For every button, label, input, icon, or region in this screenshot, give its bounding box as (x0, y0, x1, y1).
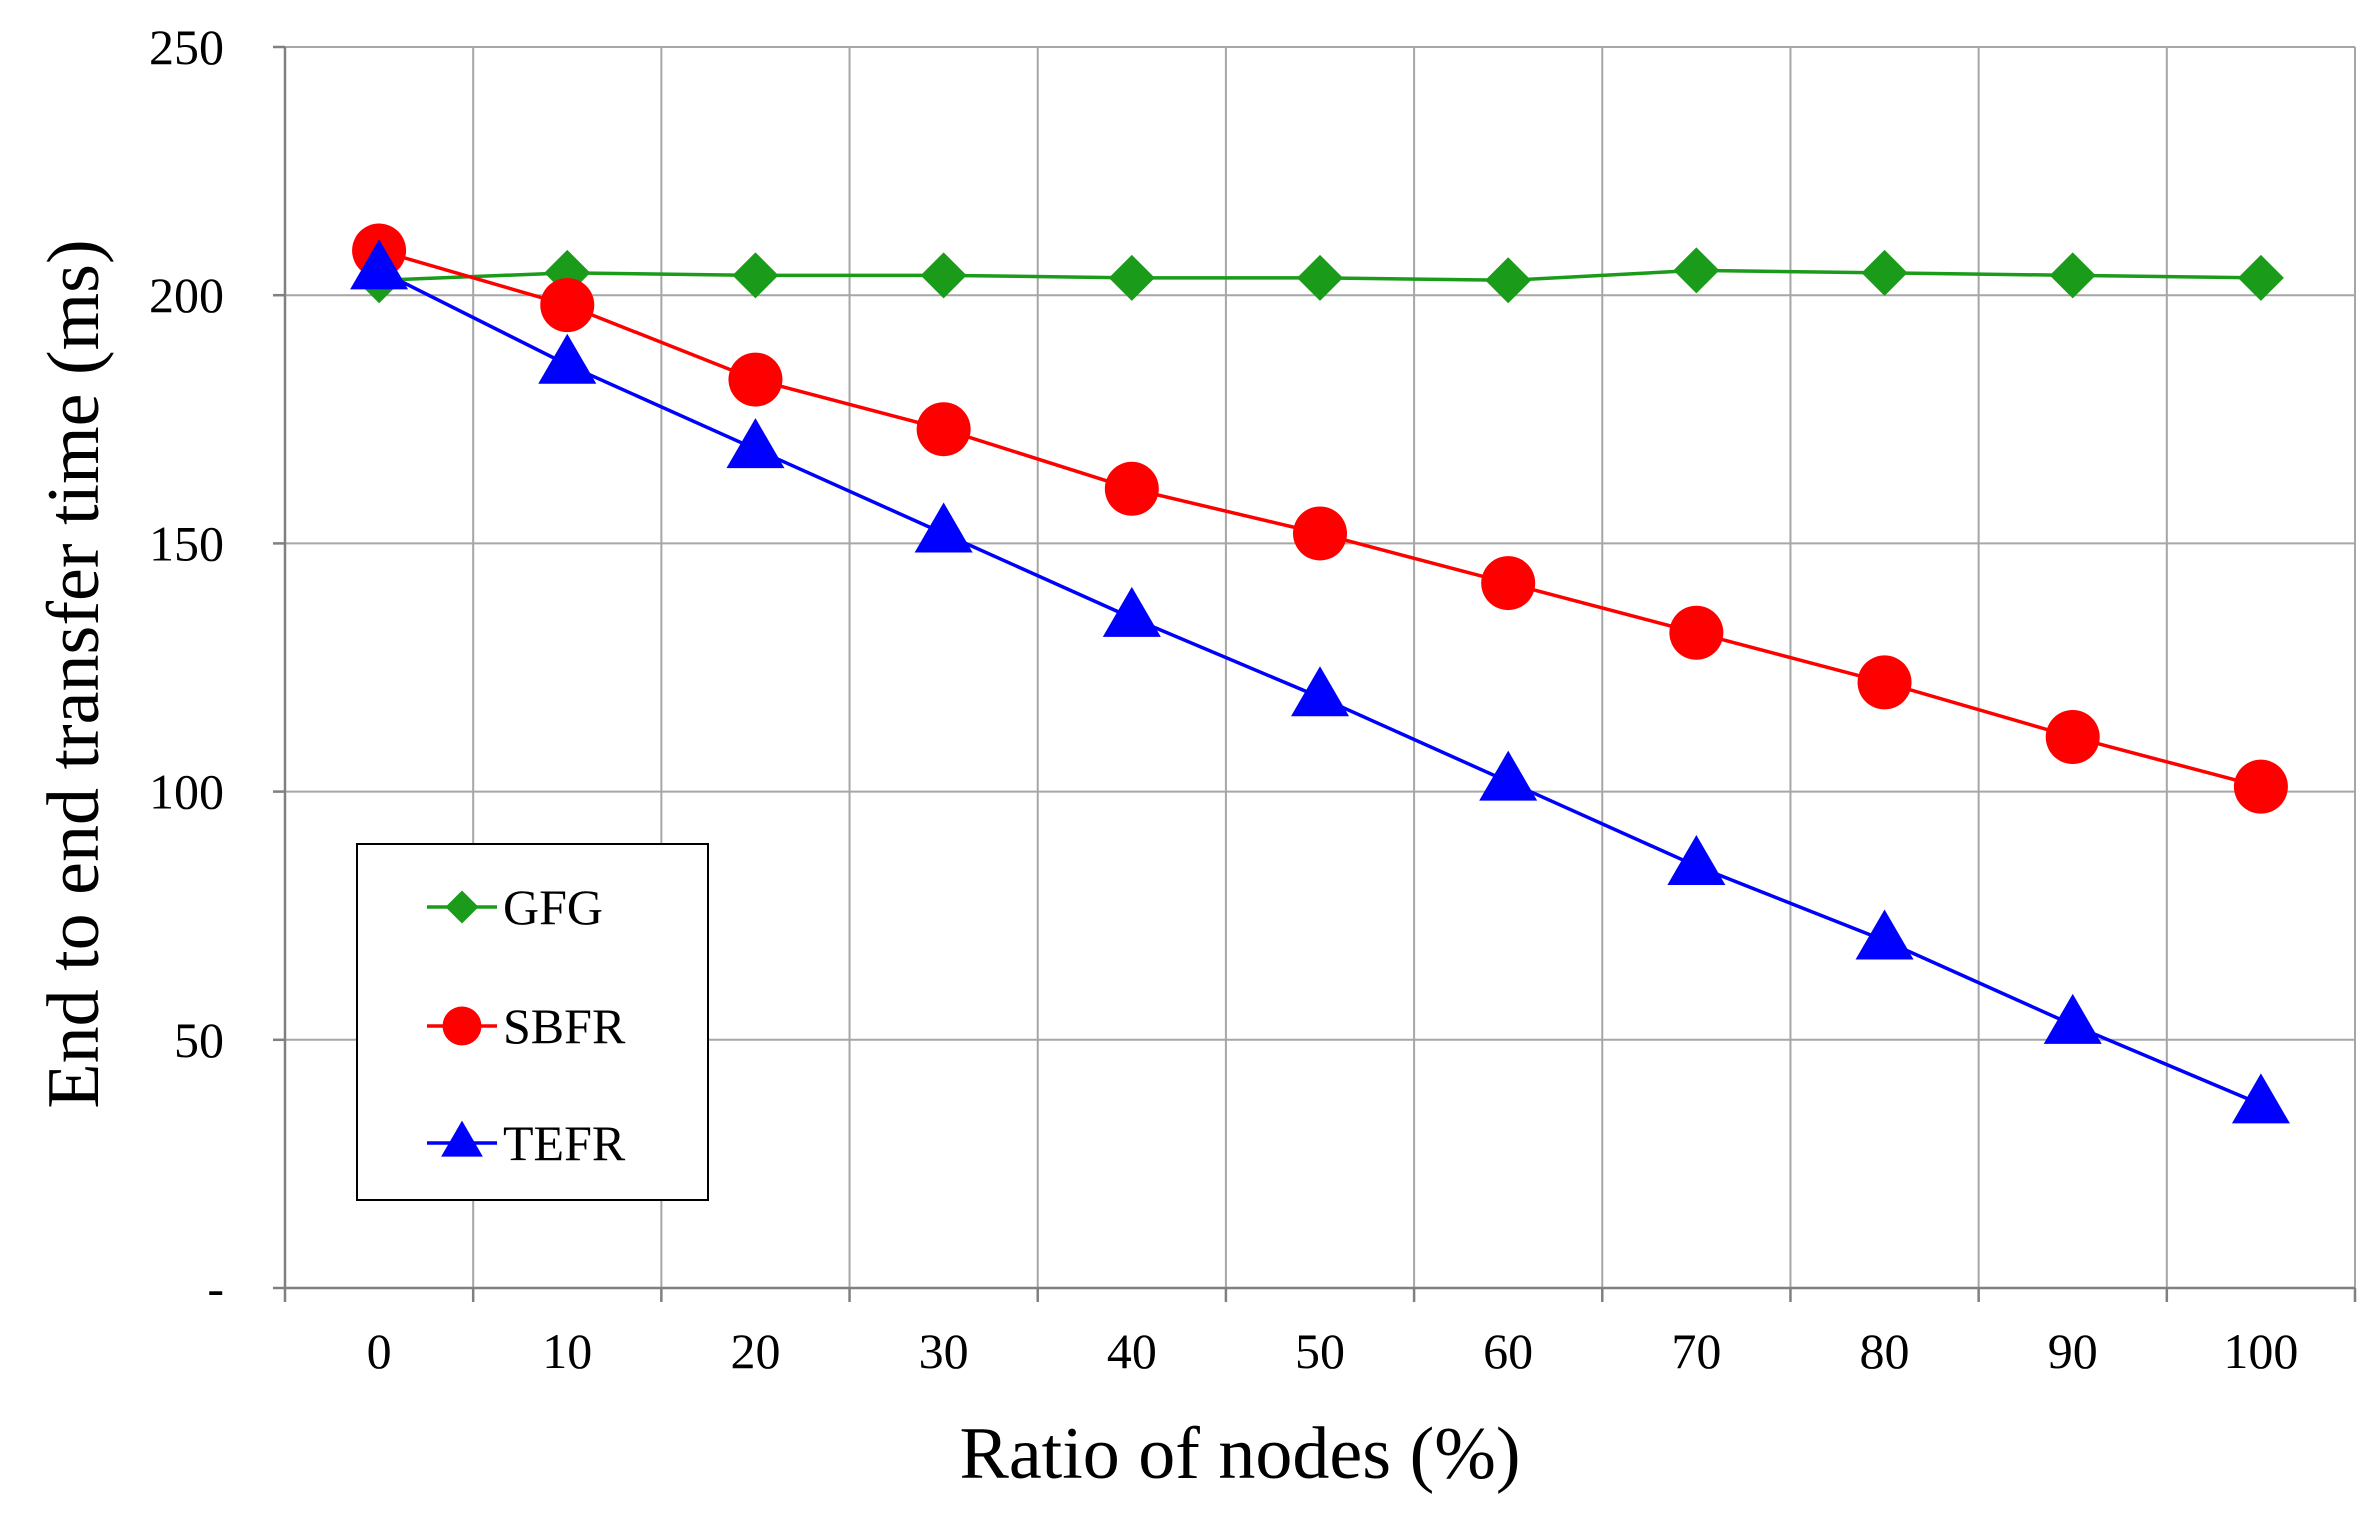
x-tick-label: 70 (1671, 1323, 1721, 1379)
data-point-circle (1481, 556, 1536, 611)
data-point-triangle (1479, 750, 1538, 801)
data-point-circle (1104, 461, 1159, 516)
tick-labels: - 50 100 150 200 250 0 10 20 30 40 50 60 70 80 90 100 (149, 19, 2298, 1379)
data-point-diamond (445, 890, 479, 924)
x-tick-label: 30 (919, 1323, 969, 1379)
x-tick-label: 0 (367, 1323, 392, 1379)
legend-item-sbfr: SBFR (427, 998, 626, 1054)
y-axis-title: End to end transfer time (ms) (33, 239, 115, 1108)
data-point-diamond (1861, 249, 1908, 296)
data-point-triangle (1855, 909, 1914, 960)
data-point-triangle (2231, 1073, 2290, 1124)
data-point-circle (1669, 605, 1724, 660)
y-tick-label: 100 (149, 764, 224, 820)
data-point-circle (1857, 655, 1912, 710)
data-point-circle (442, 1006, 482, 1046)
data-point-triangle (1291, 666, 1349, 717)
data-point-triangle (1102, 586, 1161, 637)
data-point-triangle (1667, 835, 1726, 886)
legend-items: GFG SBFR TEFR (427, 879, 626, 1171)
data-point-triangle (441, 1120, 483, 1157)
data-point-circle (2045, 709, 2100, 764)
series-sbfr (352, 223, 2288, 814)
x-tick-label: 50 (1295, 1323, 1345, 1379)
x-tick-label: 100 (2223, 1323, 2298, 1379)
series-group (350, 223, 2290, 1124)
series-tefr (350, 239, 2290, 1124)
legend-item-tefr: TEFR (427, 1115, 626, 1171)
data-point-circle (540, 278, 595, 333)
data-point-circle (916, 402, 971, 457)
x-tick-label: 60 (1483, 1323, 1533, 1379)
data-point-triangle (538, 333, 597, 384)
x-tick-label: 80 (1860, 1323, 1910, 1379)
data-point-diamond (1673, 247, 1720, 294)
x-axis-title: Ratio of nodes (%) (959, 1413, 1520, 1495)
data-point-diamond (2237, 254, 2284, 301)
data-point-triangle (726, 418, 785, 469)
x-tick-label: 20 (730, 1323, 780, 1379)
data-point-diamond (1485, 257, 1532, 304)
legend-item-gfg: GFG (427, 879, 603, 935)
x-tick-label: 10 (542, 1323, 592, 1379)
legend-label: GFG (503, 879, 603, 935)
data-point-diamond (2049, 252, 2096, 299)
y-tick-label: - (207, 1260, 224, 1316)
data-point-triangle (350, 239, 409, 290)
axes (273, 45, 2357, 1302)
data-point-circle (1293, 506, 1347, 561)
data-point-triangle (2043, 993, 2102, 1044)
y-tick-label: 250 (149, 19, 224, 75)
legend-label: TEFR (503, 1115, 626, 1171)
legend: GFG SBFR TEFR (356, 843, 709, 1201)
gridlines (285, 46, 2356, 1288)
data-point-diamond (732, 252, 779, 299)
y-tick-label: 150 (149, 515, 224, 571)
legend-label: SBFR (503, 998, 626, 1054)
y-tick-label: 200 (149, 267, 224, 323)
data-point-circle (728, 352, 783, 407)
data-point-diamond (1108, 254, 1155, 301)
y-tick-label: 50 (174, 1012, 224, 1068)
data-point-diamond (920, 252, 967, 299)
x-tick-label: 90 (2048, 1323, 2098, 1379)
data-point-circle (2233, 759, 2288, 814)
data-point-triangle (914, 502, 973, 553)
legend-box (356, 843, 709, 1201)
data-point-diamond (1297, 254, 1343, 301)
x-tick-label: 40 (1107, 1323, 1157, 1379)
